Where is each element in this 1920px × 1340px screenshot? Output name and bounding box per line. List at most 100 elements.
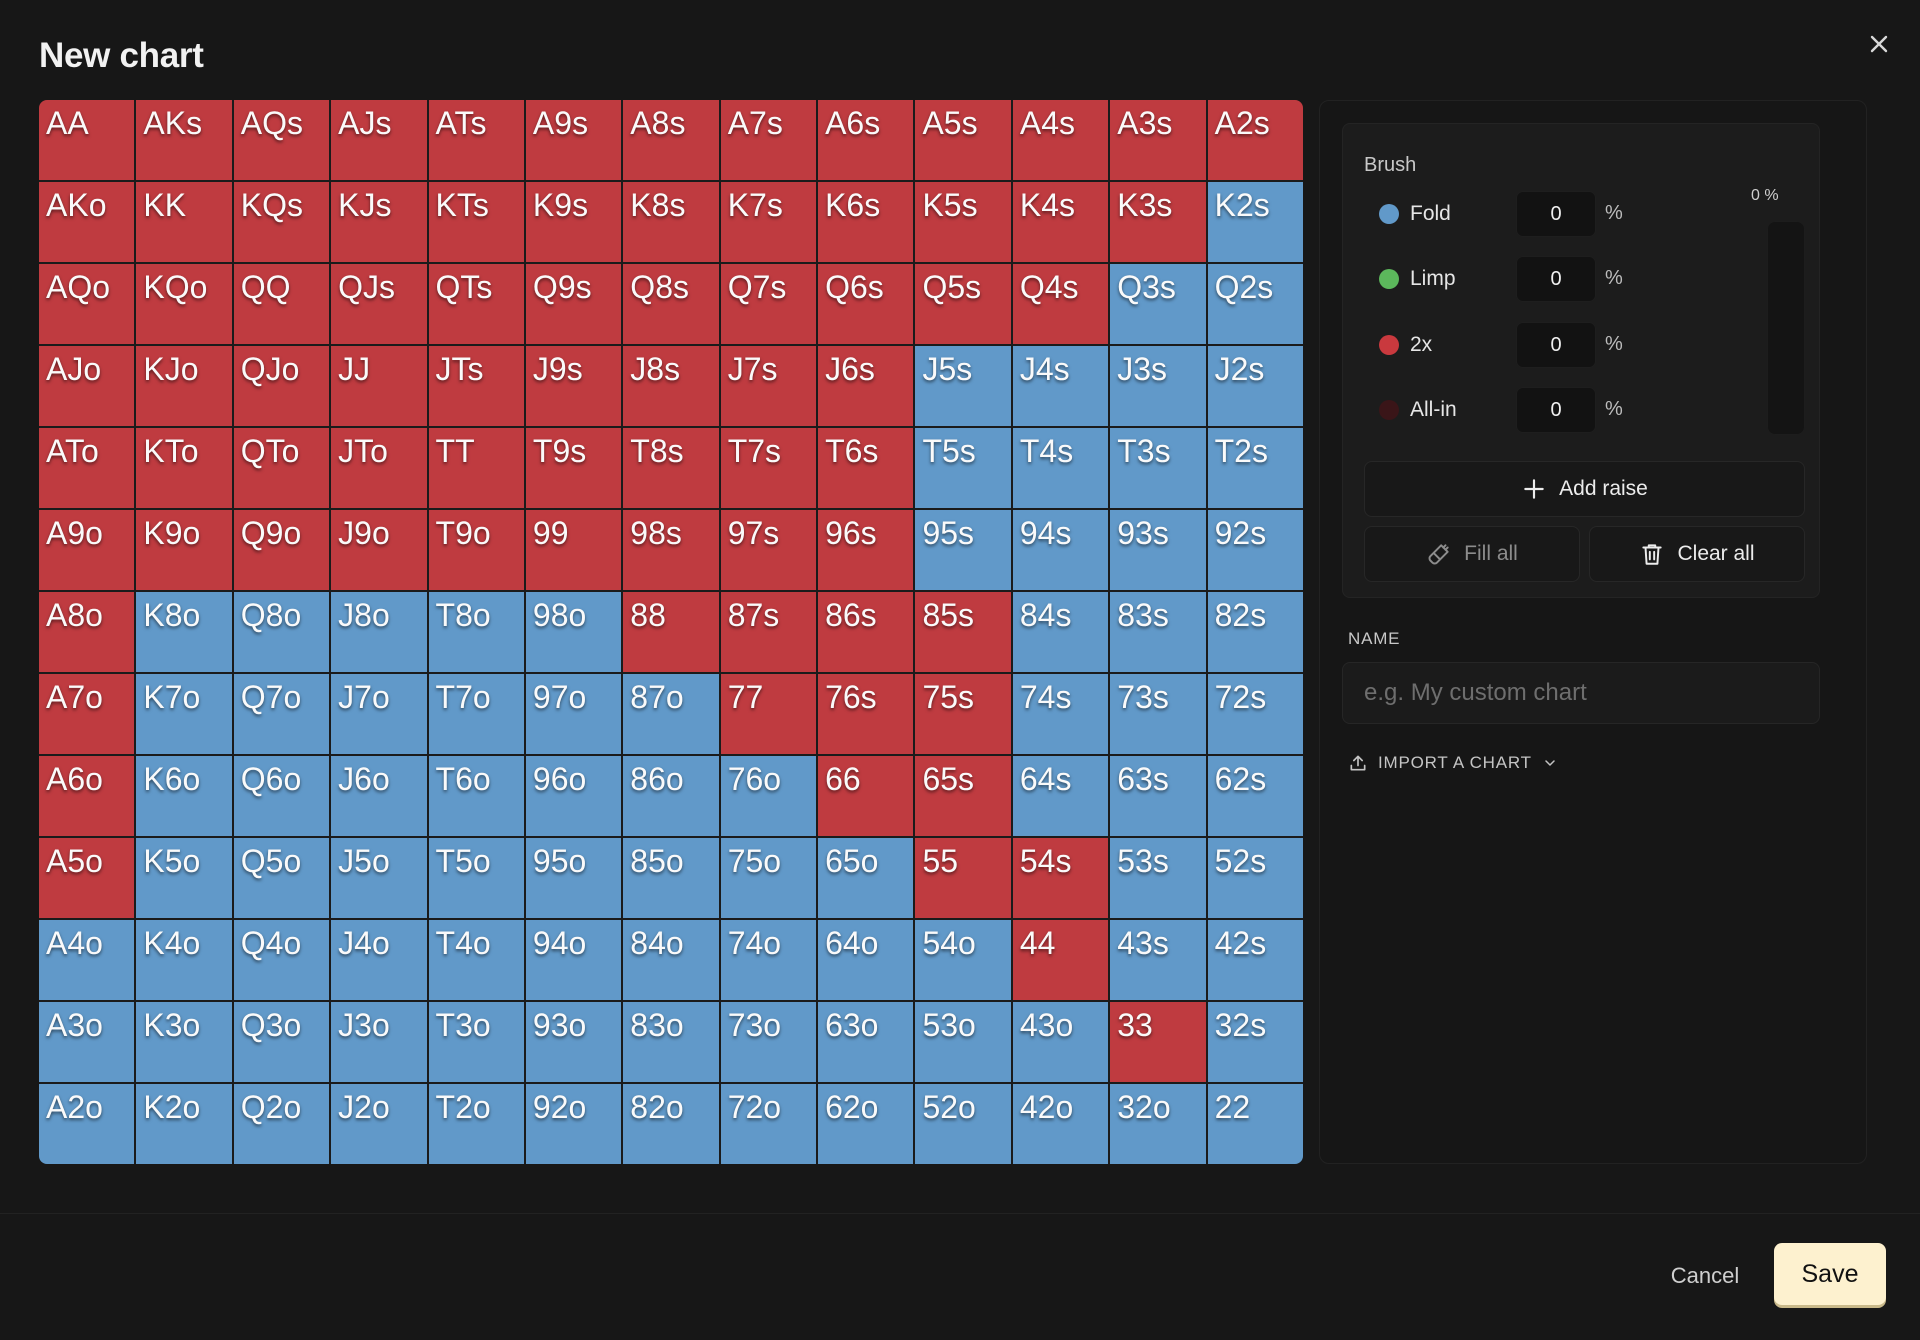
hand-cell[interactable]: 55 [915,838,1011,918]
hand-cell[interactable]: 43o [1012,1002,1109,1082]
hand-cell[interactable]: 63o [818,1002,914,1082]
fold-percent-input[interactable] [1516,191,1596,237]
hand-cell[interactable]: 95s [915,510,1011,590]
hand-cell[interactable]: J4s [1012,346,1109,426]
hand-cell[interactable]: 84s [1012,592,1109,672]
hand-cell[interactable]: AQo [39,264,135,344]
hand-cell[interactable]: A6o [39,756,135,836]
hand-cell[interactable]: A8s [623,100,719,180]
all-in-percent-input[interactable] [1516,387,1596,433]
hand-cell[interactable]: 64s [1012,756,1109,836]
hand-cell[interactable]: A4s [1012,100,1109,180]
hand-cell[interactable]: T2o [428,1084,524,1164]
add-raise-button[interactable]: Add raise [1364,461,1805,517]
close-button[interactable] [1863,28,1895,60]
hand-cell[interactable]: 86s [818,592,914,672]
hand-cell[interactable]: KQs [233,182,330,262]
hand-cell[interactable]: J3o [331,1002,427,1082]
hand-cell[interactable]: J7s [720,346,817,426]
hand-cell[interactable]: Q9s [525,264,622,344]
save-button[interactable]: Save [1774,1243,1886,1305]
hand-cell[interactable]: K5o [136,838,232,918]
hand-cell[interactable]: T8s [623,428,719,508]
hand-cell[interactable]: T8o [428,592,524,672]
hand-cell[interactable]: Q2s [1207,264,1303,344]
hand-cell[interactable]: T6o [428,756,524,836]
hand-cell[interactable]: JTs [428,346,524,426]
hand-cell[interactable]: 54s [1012,838,1109,918]
hand-cell[interactable]: 99 [525,510,622,590]
hand-cell[interactable]: 98o [525,592,622,672]
hand-cell[interactable]: K9o [136,510,232,590]
hand-cell[interactable]: 52s [1207,838,1303,918]
hand-cell[interactable]: A8o [39,592,135,672]
hand-cell[interactable]: J5s [915,346,1011,426]
hand-cell[interactable]: 76o [720,756,817,836]
hand-cell[interactable]: 73o [720,1002,817,1082]
hand-cell[interactable]: T2s [1207,428,1303,508]
hand-cell[interactable]: 66 [818,756,914,836]
hand-cell[interactable]: 94s [1012,510,1109,590]
hand-cell[interactable]: A6s [818,100,914,180]
hand-cell[interactable]: 94o [525,920,622,1000]
hand-cell[interactable]: J2s [1207,346,1303,426]
hand-cell[interactable]: 82o [623,1084,719,1164]
hand-cell[interactable]: K7s [720,182,817,262]
hand-cell[interactable]: Q3s [1110,264,1206,344]
hand-cell[interactable]: 22 [1207,1084,1303,1164]
hand-cell[interactable]: 92s [1207,510,1303,590]
hand-cell[interactable]: 88 [623,592,719,672]
hand-cell[interactable]: KJs [331,182,427,262]
hand-cell[interactable]: K8s [623,182,719,262]
hand-cell[interactable]: T5o [428,838,524,918]
hand-cell[interactable]: 83o [623,1002,719,1082]
hand-cell[interactable]: 44 [1012,920,1109,1000]
hand-cell[interactable]: T4o [428,920,524,1000]
hand-cell[interactable]: 87o [623,674,719,754]
hand-cell[interactable]: 42o [1012,1084,1109,1164]
hand-cell[interactable]: T3o [428,1002,524,1082]
hand-cell[interactable]: T6s [818,428,914,508]
hand-cell[interactable]: QJo [233,346,330,426]
hand-cell[interactable]: 93s [1110,510,1206,590]
hand-cell[interactable]: J7o [331,674,427,754]
hand-cell[interactable]: 96s [818,510,914,590]
hand-cell[interactable]: J8o [331,592,427,672]
hand-cell[interactable]: Q6o [233,756,330,836]
hand-cell[interactable]: KTs [428,182,524,262]
hand-cell[interactable]: 54o [915,920,1011,1000]
clear-all-button[interactable]: Clear all [1589,526,1805,582]
hand-cell[interactable]: Q5o [233,838,330,918]
hand-cell[interactable]: K6o [136,756,232,836]
hand-cell[interactable]: Q5s [915,264,1011,344]
hand-cell[interactable]: 87s [720,592,817,672]
hand-cell[interactable]: K2o [136,1084,232,1164]
hand-cell[interactable]: Q7o [233,674,330,754]
hand-cell[interactable]: 33 [1110,1002,1206,1082]
hand-cell[interactable]: 83s [1110,592,1206,672]
hand-cell[interactable]: A3o [39,1002,135,1082]
hand-cell[interactable]: Q8o [233,592,330,672]
hand-cell[interactable]: KQo [136,264,232,344]
hand-cell[interactable]: KJo [136,346,232,426]
hand-cell[interactable]: JTo [331,428,427,508]
hand-cell[interactable]: 74s [1012,674,1109,754]
hand-cell[interactable]: 96o [525,756,622,836]
hand-cell[interactable]: 65o [818,838,914,918]
hand-cell[interactable]: 86o [623,756,719,836]
hand-cell[interactable]: J3s [1110,346,1206,426]
hand-cell[interactable]: 82s [1207,592,1303,672]
hand-cell[interactable]: J8s [623,346,719,426]
hand-cell[interactable]: JJ [331,346,427,426]
hand-cell[interactable]: T5s [915,428,1011,508]
hand-cell[interactable]: QJs [331,264,427,344]
hand-cell[interactable]: 98s [623,510,719,590]
hand-cell[interactable]: Q6s [818,264,914,344]
hand-cell[interactable]: 53s [1110,838,1206,918]
hand-cell[interactable]: 53o [915,1002,1011,1082]
limp-percent-input[interactable] [1516,256,1596,302]
hand-cell[interactable]: 52o [915,1084,1011,1164]
hand-cell[interactable]: T9s [525,428,622,508]
hand-cell[interactable]: AA [39,100,135,180]
hand-cell[interactable]: AKs [136,100,232,180]
